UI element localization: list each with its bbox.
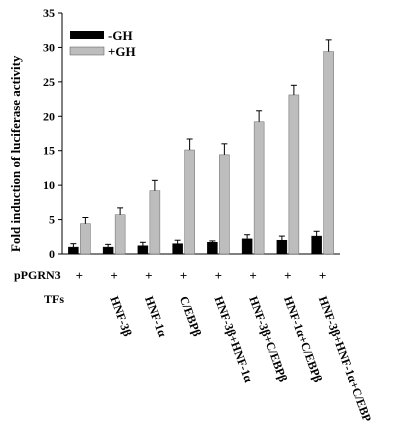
ppgrn3-plus-mark: + (180, 268, 187, 283)
ppgrn3-plus-mark: + (215, 268, 222, 283)
y-tick-label: 0 (49, 247, 55, 261)
legend: -GH +GH (69, 28, 136, 59)
bar-minus-gh (172, 243, 183, 255)
bar-minus-gh (137, 245, 149, 255)
row-label-ppgrn3: pPGRN3 (14, 268, 61, 282)
ppgrn3-plus-mark: + (145, 268, 152, 283)
y-tick-label: 20 (43, 109, 55, 123)
tf-label: HNF-3β+HNF-1α+C/EBPβ (316, 294, 377, 421)
tf-label: HNF-3β (107, 294, 134, 338)
bars (68, 39, 334, 255)
y-tick-label: 10 (43, 178, 55, 192)
bar-plus-gh (323, 51, 334, 255)
bar-plus-gh (253, 121, 265, 255)
condition-rows: + + + + + + + + HNF-3β HNF-1α C/EBPβ HNF-3β+HNF-1α H… (76, 268, 377, 421)
bar-plus-gh (114, 214, 126, 255)
y-tick-label: 25 (43, 75, 55, 89)
y-tick-label: 15 (43, 144, 55, 158)
ppgrn3-plus-mark: + (110, 268, 117, 283)
tf-label: HNF-1α (142, 294, 170, 339)
bar-minus-gh (207, 242, 218, 255)
row-label-tfs: TFs (44, 292, 64, 306)
y-tick-label: 5 (49, 213, 55, 227)
legend-swatch-plus-gh (69, 46, 105, 56)
legend-label-minus-gh: -GH (108, 28, 133, 43)
legend-swatch-minus-gh (70, 31, 104, 39)
ppgrn3-plus-mark: + (319, 268, 326, 283)
ppgrn3-plus-mark: + (76, 268, 83, 283)
bar-minus-gh (276, 239, 288, 255)
bar-minus-gh (102, 246, 114, 255)
y-tick-label: 35 (43, 6, 55, 20)
bar-plus-gh (80, 223, 91, 255)
ppgrn3-plus-mark: + (284, 268, 291, 283)
bar-minus-gh (311, 235, 322, 255)
y-axis-label: Fold induction of luciferase activity (8, 55, 23, 252)
bar-minus-gh (68, 246, 79, 255)
ppgrn3-plus-mark: + (249, 268, 256, 283)
bar-plus-gh (288, 94, 300, 255)
bar-plus-gh (149, 190, 161, 255)
bar-minus-gh (241, 238, 253, 255)
tf-label: HNF-3β+HNF-1α (212, 294, 256, 384)
tf-label: C/EBPβ (177, 294, 204, 338)
y-tick-label: 30 (43, 40, 55, 54)
bar-plus-gh (184, 149, 195, 255)
bar-plus-gh (219, 154, 230, 255)
legend-label-plus-gh: +GH (108, 44, 136, 59)
